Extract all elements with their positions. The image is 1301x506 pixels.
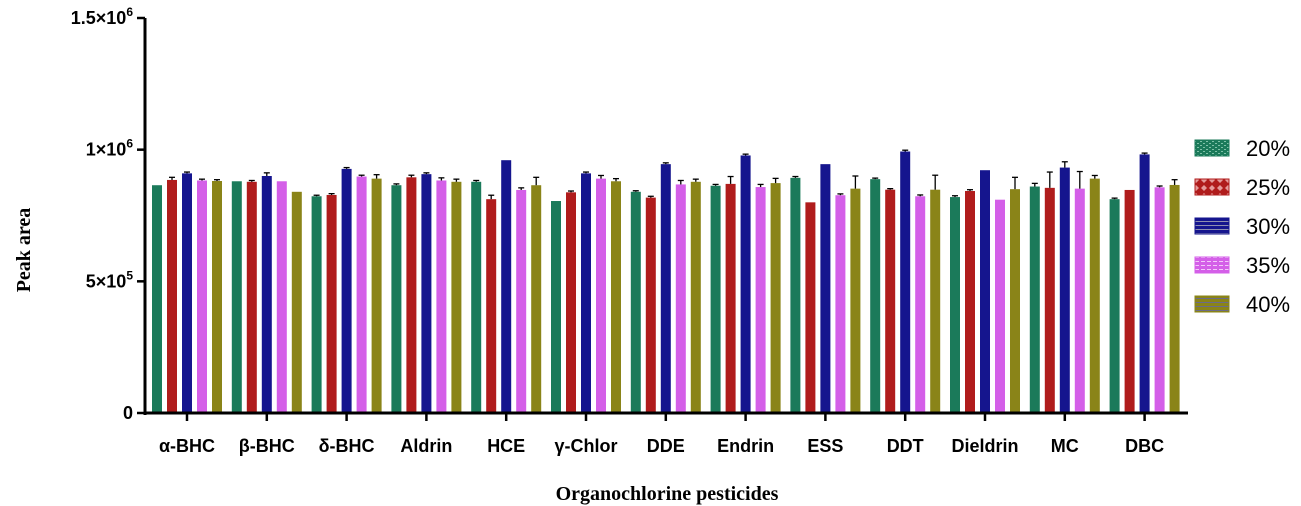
y-axis-title: Peak area <box>13 208 35 293</box>
bar <box>581 173 591 413</box>
bar <box>690 181 701 413</box>
bar <box>805 202 816 413</box>
bar <box>1139 154 1150 413</box>
bar <box>551 201 561 413</box>
x-tick-label: Aldrin <box>400 436 452 456</box>
bar <box>212 181 222 413</box>
bar <box>740 155 751 413</box>
bar <box>885 189 896 413</box>
legend-swatch <box>1194 256 1230 274</box>
legend-label: 30% <box>1246 214 1290 239</box>
x-tick-label: DDT <box>887 436 924 456</box>
x-tick-label: α-BHC <box>159 436 215 456</box>
bar <box>152 185 162 413</box>
bar <box>950 197 960 413</box>
legend-label: 35% <box>1246 253 1290 278</box>
legend-swatch <box>1194 217 1230 235</box>
bar <box>291 191 302 413</box>
bar <box>471 181 482 413</box>
bar <box>1124 189 1135 413</box>
bar <box>770 183 781 413</box>
x-tick-label: δ-BHC <box>319 436 375 456</box>
bar <box>516 189 527 413</box>
legend-swatch <box>1194 139 1230 157</box>
bar <box>246 181 257 413</box>
bar <box>326 194 337 413</box>
bar <box>1109 199 1120 413</box>
bar <box>995 199 1005 413</box>
x-tick-label: HCE <box>487 436 525 456</box>
bar <box>1029 186 1040 413</box>
bar <box>1059 167 1070 413</box>
bar <box>1154 187 1165 413</box>
plot-area: 0 5×105 1×106 1.5×106 α-BHC β-BHC δ-BHC Aldrin H… <box>71 5 1188 456</box>
legend-label: 25% <box>1246 175 1290 200</box>
bar <box>391 185 402 413</box>
x-tick-label: DBC <box>1125 436 1164 456</box>
bar <box>566 192 576 413</box>
bar <box>710 185 721 413</box>
bar <box>611 181 621 413</box>
bar <box>820 164 831 413</box>
bar <box>596 178 606 413</box>
y-tick-label: 0 <box>123 403 133 423</box>
x-tick-label: ESS <box>807 436 843 456</box>
bar <box>436 180 447 413</box>
y-tick-label: 1.5×106 <box>71 5 134 28</box>
bar <box>870 179 881 413</box>
bar <box>311 196 322 413</box>
bar <box>1010 189 1020 413</box>
bar <box>790 177 801 413</box>
bar <box>486 199 497 413</box>
x-tick-label: β-BHC <box>239 436 295 456</box>
bar <box>261 176 272 413</box>
bar <box>630 191 641 413</box>
x-tick-label: DDE <box>647 436 685 456</box>
bar <box>356 176 367 413</box>
x-tick-label: MC <box>1051 436 1079 456</box>
x-tick-label: γ-Chlor <box>555 436 618 456</box>
bar <box>231 181 242 413</box>
legend-swatch <box>1194 295 1230 313</box>
x-tick-label: Dieldrin <box>951 436 1018 456</box>
bar <box>451 181 462 413</box>
bar <box>755 187 766 413</box>
bar <box>182 173 192 413</box>
bar <box>1044 187 1055 413</box>
bar <box>675 184 686 413</box>
bar <box>850 188 861 413</box>
legend-swatch <box>1194 178 1230 196</box>
bar <box>900 151 911 413</box>
bar <box>421 174 432 413</box>
bar <box>660 164 671 413</box>
legend: 20% 25% 30% 35% 40% <box>1194 136 1290 317</box>
bar <box>980 170 990 413</box>
legend-label: 20% <box>1246 136 1290 161</box>
bar <box>341 168 352 413</box>
bar <box>835 195 846 413</box>
bar <box>501 160 512 413</box>
x-tick-label: Endrin <box>717 436 774 456</box>
bar <box>406 177 417 413</box>
bar <box>725 183 736 413</box>
y-tick-label: 1×106 <box>86 137 134 160</box>
bar <box>276 181 287 413</box>
bar <box>915 196 926 413</box>
bar <box>197 180 207 413</box>
legend-label: 40% <box>1246 292 1290 317</box>
bar <box>371 178 382 413</box>
bar <box>645 197 656 413</box>
bar <box>1074 188 1085 413</box>
bar <box>1089 178 1100 413</box>
bar <box>1169 184 1180 413</box>
bar <box>965 191 975 413</box>
bar <box>531 185 542 413</box>
y-tick-label: 5×105 <box>86 268 134 291</box>
x-axis-title: Organochlorine pesticides <box>556 483 779 505</box>
bar <box>930 189 941 413</box>
bar <box>167 179 177 413</box>
